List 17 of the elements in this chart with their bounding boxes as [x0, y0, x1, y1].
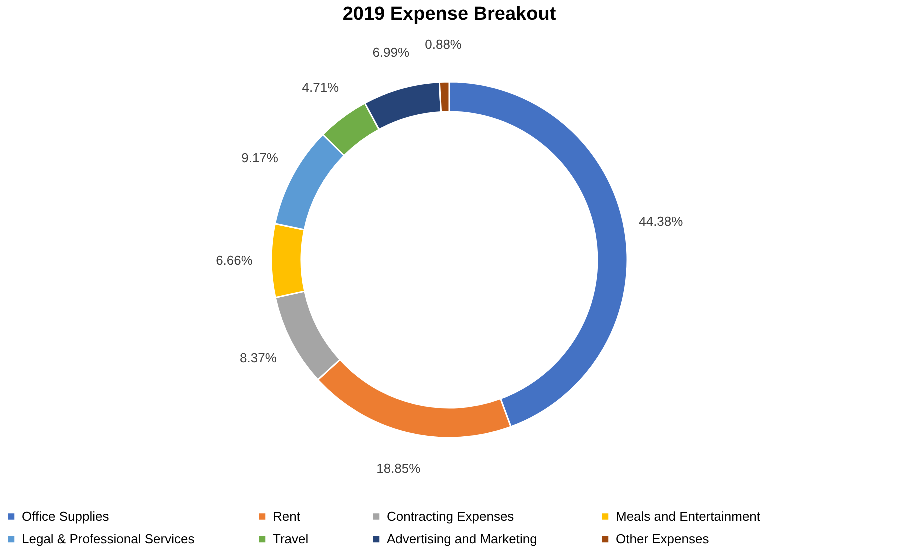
data-label: 6.99%	[372, 45, 410, 60]
legend-label: Office Supplies	[22, 508, 110, 524]
legend-label: Contracting Expenses	[387, 508, 515, 524]
data-label: 44.38%	[639, 214, 684, 230]
data-label: 18.85%	[376, 460, 422, 476]
legend-label: Travel	[273, 532, 309, 546]
data-label: 4.71%	[302, 80, 340, 95]
data-label: 0.88%	[425, 37, 462, 52]
chart-title: 2019 Expense Breakout	[342, 4, 557, 25]
legend-label: Meals and Entertainment	[616, 508, 761, 524]
data-label: 6.66%	[216, 253, 254, 268]
legend-label: Other Expenses	[616, 532, 710, 546]
data-label: 8.37%	[240, 350, 278, 366]
legend-label: Advertising and Marketing	[387, 532, 538, 546]
legend-label: Legal & Professional Services	[22, 532, 196, 546]
legend-label: Rent	[273, 508, 301, 524]
data-label: 9.17%	[242, 150, 279, 166]
